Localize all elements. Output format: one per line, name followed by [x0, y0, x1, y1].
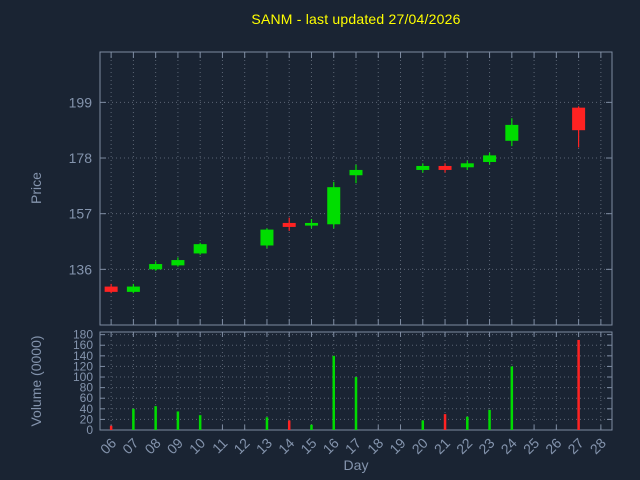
candlestick-day-17 [349, 164, 363, 184]
volume-bar-day-24 [510, 366, 514, 430]
volume-tick-label: 0 [86, 423, 93, 437]
volume-bars [109, 339, 580, 430]
day-tick-label: 12 [230, 435, 252, 457]
volume-bar-day-7 [132, 408, 135, 430]
candlestick-day-8 [149, 261, 163, 271]
candlestick-day-23 [483, 152, 497, 165]
day-tick-label: 08 [141, 435, 163, 457]
day-tick-label: 11 [209, 435, 231, 457]
day-tick-label: 21 [431, 435, 453, 457]
candlestick-day-21 [438, 163, 452, 173]
candlestick-day-15 [304, 218, 318, 229]
day-tick-label: 22 [453, 435, 475, 457]
candlesticks [104, 106, 586, 294]
candlestick-day-9 [171, 257, 185, 267]
volume-tick-label: 100 [73, 370, 93, 384]
volume-axis-label: Volume (0000) [28, 335, 44, 427]
volume-bar-day-6 [109, 425, 113, 430]
candlestick-day-13 [260, 228, 274, 249]
price-tick-label: 136 [69, 261, 93, 277]
volume-bar-day-9 [176, 411, 180, 430]
day-tick-label: 13 [253, 435, 275, 457]
volume-tick-label: 120 [73, 359, 93, 373]
volume-tick-label: 140 [73, 349, 93, 363]
volume-bar-day-8 [154, 406, 157, 430]
candlestick-day-6 [104, 283, 118, 294]
day-tick-label: 24 [498, 435, 520, 457]
price-tick-label: 178 [69, 150, 93, 166]
volume-bar-day-10 [198, 415, 202, 430]
day-tick-label: 25 [520, 435, 542, 457]
day-tick-label: 23 [475, 435, 497, 457]
volume-bar-day-20 [421, 420, 425, 430]
day-tick-label: 09 [164, 435, 186, 457]
day-tick-label: 19 [386, 435, 408, 457]
day-tick-label: 07 [119, 435, 141, 457]
gridlines [100, 52, 612, 431]
candlestick-day-24 [505, 118, 519, 147]
volume-tick-label: 80 [80, 381, 94, 395]
volume-bar-day-15 [310, 424, 313, 430]
volume-bar-day-27 [577, 339, 580, 430]
day-tick-label: 18 [364, 435, 386, 457]
day-axis-label: Day [343, 457, 369, 473]
axis-ticks [100, 52, 612, 431]
candlestick-day-14 [282, 217, 296, 231]
chart-title: SANM - last updated 27/04/2026 [251, 11, 461, 27]
candlestick-day-16 [327, 181, 341, 229]
day-tick-label: 16 [320, 435, 342, 457]
volume-tick-label: 180 [73, 328, 93, 342]
price-tick-label: 199 [69, 94, 93, 110]
candlestick-day-7 [126, 283, 140, 294]
day-tick-label: 17 [342, 435, 364, 457]
day-tick-label: 28 [587, 435, 609, 457]
day-tick-label: 14 [275, 435, 297, 457]
day-tick-label: 26 [542, 435, 564, 457]
volume-bar-day-14 [287, 420, 291, 430]
volume-tick-label: 160 [73, 338, 93, 352]
volume-bar-day-23 [488, 409, 491, 430]
volume-bar-day-21 [443, 414, 447, 430]
day-tick-label: 15 [297, 435, 319, 457]
candlestick-day-20 [416, 163, 430, 173]
volume-bar-day-16 [332, 355, 335, 430]
volume-tick-label: 60 [80, 391, 94, 405]
day-tick-label: 20 [409, 435, 431, 457]
price-axis-label: Price [28, 172, 44, 204]
candlestick-day-22 [460, 160, 474, 170]
volume-bar-day-22 [466, 416, 469, 430]
volume-tick-label: 40 [80, 402, 94, 416]
volume-bar-day-17 [354, 377, 358, 430]
day-tick-label: 27 [564, 435, 586, 457]
day-tick-label: 06 [97, 435, 119, 457]
price-tick-label: 157 [69, 206, 93, 222]
volume-tick-label: 20 [80, 412, 94, 426]
volume-bar-day-13 [265, 417, 269, 430]
day-tick-label: 10 [186, 435, 208, 457]
candlestick-day-27 [572, 106, 586, 148]
candlestick-day-10 [193, 242, 207, 255]
